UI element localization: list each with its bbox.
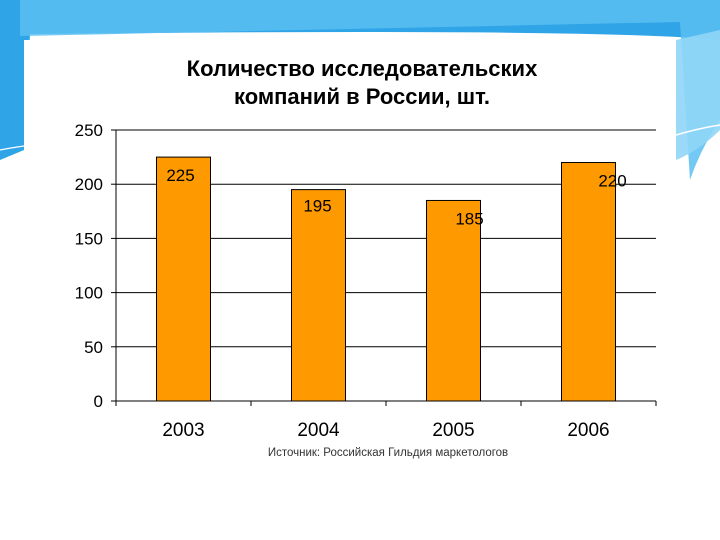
x-axis: 2003 2004 2005 2006 [115,400,657,441]
y-tick-label: 150 [75,229,103,248]
x-category-label: 2003 [162,420,204,441]
bars [156,156,616,402]
data-labels: 225 195 185 220 [166,166,626,228]
y-tick-label: 50 [84,338,103,357]
bar-2005 [426,199,481,402]
y-tick-label: 100 [75,284,103,303]
y-tick-label: 0 [94,392,103,411]
chart-area: Количество исследовательских компаний в … [24,40,676,470]
x-category-label: 2006 [567,420,609,441]
y-tick-label: 250 [75,121,103,140]
chart-title: Количество исследовательских компаний в … [187,56,538,109]
data-label-2005: 185 [455,209,483,228]
x-category-label: 2004 [297,420,340,441]
chart-title-line-1: Количество исследовательских [187,56,538,81]
chart-title-line-2: компаний в России, шт. [234,84,490,109]
y-axis-ticks: 0 50 100 150 200 250 [75,121,117,411]
source-note: Источник: Российская Гильдия маркетолого… [268,447,508,459]
bar-2006 [561,162,616,402]
bar-2004 [291,189,346,402]
y-tick-label: 200 [75,175,103,194]
data-label-2004: 195 [303,197,331,216]
data-label-2003: 225 [166,166,194,185]
x-category-label: 2005 [432,420,474,441]
data-label-2006: 220 [598,172,626,191]
bar-2003 [156,156,211,402]
bar-chart: Количество исследовательских компаний в … [75,56,657,459]
